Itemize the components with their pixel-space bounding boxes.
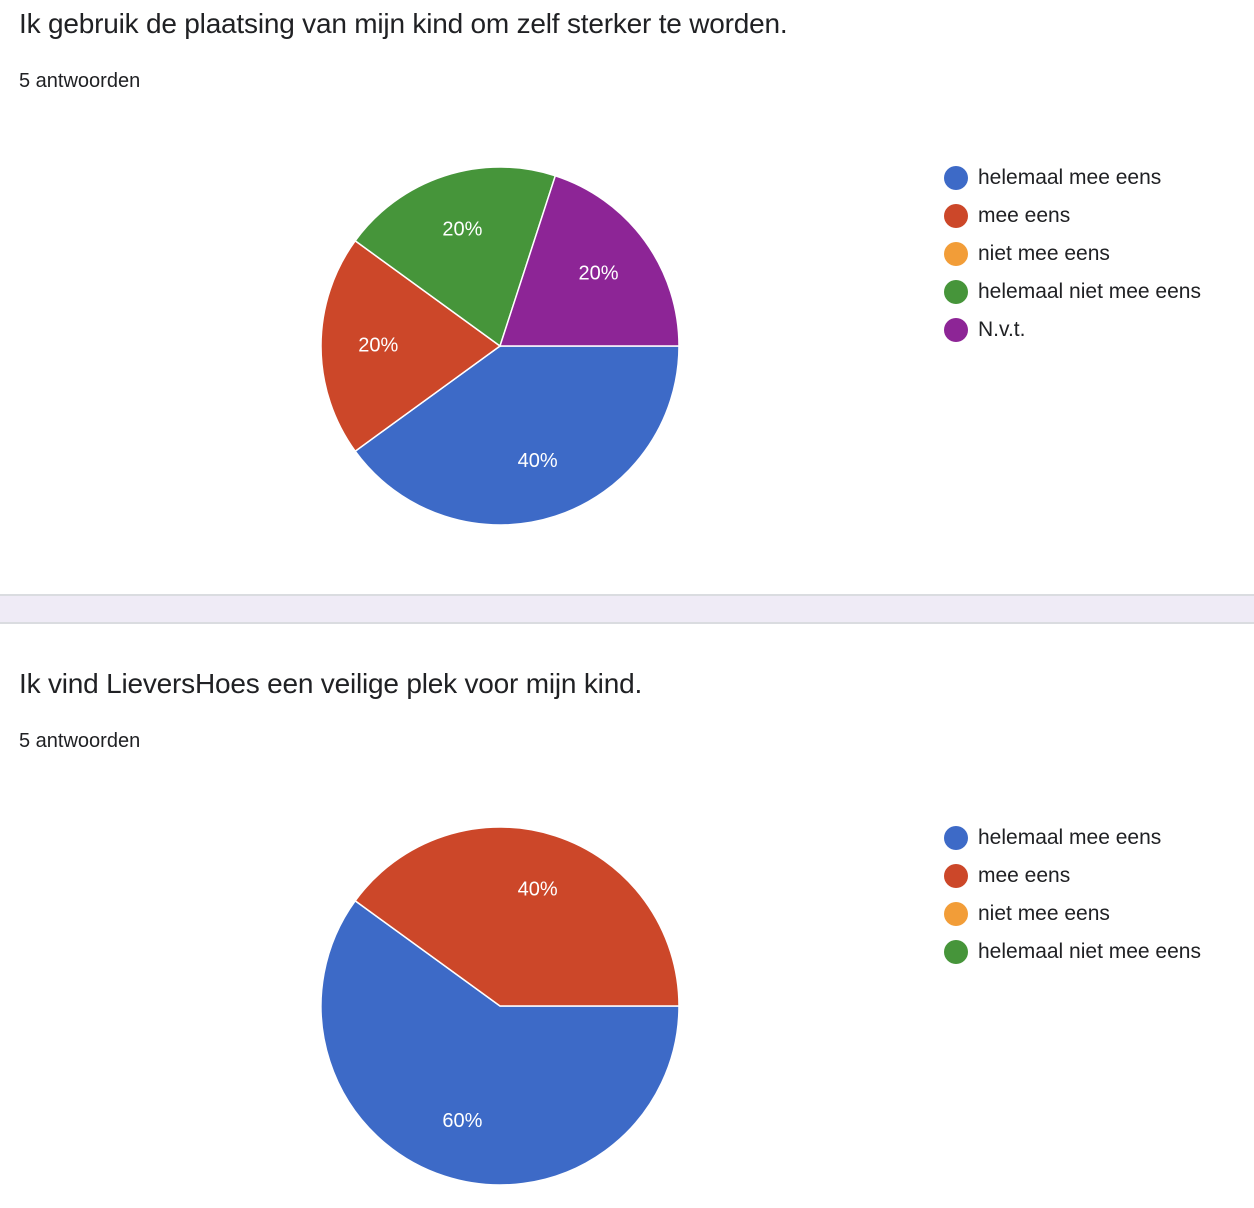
chart-legend: helemaal mee eens mee eens niet mee eens he… <box>944 159 1201 349</box>
legend-label: helemaal niet mee eens <box>978 280 1201 303</box>
pie-slice-helemaal-mee-eens <box>354 345 680 526</box>
legend-swatch-icon <box>944 318 968 342</box>
legend-swatch-icon <box>944 280 968 304</box>
legend-label: helemaal niet mee eens <box>978 940 1201 963</box>
pie-slice-n-v-t- <box>498 174 680 347</box>
legend-label: niet mee eens <box>978 902 1110 925</box>
pie-slice-mee-eens <box>320 239 502 453</box>
slice-label: 20% <box>358 334 398 356</box>
slice-label: 20% <box>578 263 618 285</box>
legend-swatch-icon <box>944 902 968 926</box>
legend-label: helemaal mee eens <box>978 826 1162 849</box>
legend-item: niet mee eens <box>944 235 1201 273</box>
question-title: Ik gebruik de plaatsing van mijn kind om… <box>19 8 788 39</box>
pie-slice-helemaal-mee-eens <box>320 899 680 1186</box>
card-separator <box>0 594 1254 624</box>
legend-item: mee eens <box>944 197 1201 235</box>
legend-label: N.v.t. <box>978 318 1026 341</box>
legend-swatch-icon <box>944 826 968 850</box>
slice-label: 40% <box>518 450 558 472</box>
legend-item: niet mee eens <box>944 895 1201 933</box>
response-count: 5 antwoorden <box>19 70 141 92</box>
question-title: Ik vind LieversHoes een veilige plek voo… <box>19 668 643 699</box>
legend-label: mee eens <box>978 204 1071 227</box>
legend-item: helemaal mee eens <box>944 159 1201 197</box>
chart-legend: helemaal mee eens mee eens niet mee eens he… <box>944 819 1201 971</box>
pie-slice-mee-eens <box>354 826 680 1007</box>
legend-item: N.v.t. <box>944 311 1201 349</box>
slice-label: 60% <box>442 1110 482 1132</box>
legend-label: niet mee eens <box>978 242 1110 265</box>
slice-label: 40% <box>518 879 558 901</box>
question-card-2: Ik vind LieversHoes een veilige plek voo… <box>0 624 1254 1208</box>
pie-slice-helemaal-niet-mee-eens <box>354 166 557 348</box>
slice-label: 20% <box>442 219 482 241</box>
legend-swatch-icon <box>944 166 968 190</box>
pie-chart: 40% 20% 20% 20% <box>320 166 680 526</box>
question-card-1: Ik gebruik de plaatsing van mijn kind om… <box>0 0 1254 594</box>
legend-label: helemaal mee eens <box>978 166 1162 189</box>
legend-swatch-icon <box>944 864 968 888</box>
legend-swatch-icon <box>944 940 968 964</box>
response-count: 5 antwoorden <box>19 730 141 752</box>
legend-item: helemaal mee eens <box>944 819 1201 857</box>
legend-swatch-icon <box>944 242 968 266</box>
legend-swatch-icon <box>944 204 968 228</box>
legend-item: helemaal niet mee eens <box>944 273 1201 311</box>
legend-item: helemaal niet mee eens <box>944 933 1201 971</box>
pie-chart: 60% 40% <box>320 826 680 1186</box>
legend-label: mee eens <box>978 864 1071 887</box>
legend-item: mee eens <box>944 857 1201 895</box>
